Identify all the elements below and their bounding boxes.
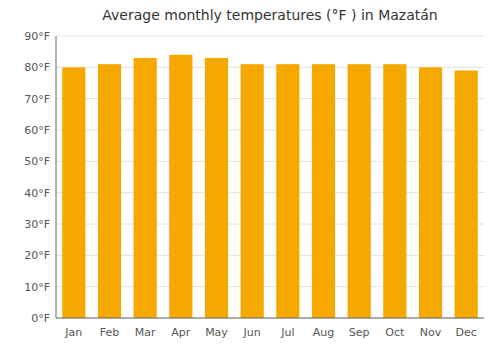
bar (312, 64, 335, 318)
y-grid (56, 36, 484, 318)
chart-container: Average monthly temperatures (°F ) in Ma… (0, 0, 500, 350)
x-axis-line (56, 318, 484, 319)
y-tick-label: 40°F (24, 187, 50, 200)
y-axis-line (56, 36, 57, 318)
x-tick-label: Dec (456, 326, 477, 339)
y-tick-label: 60°F (24, 124, 50, 137)
x-tick-label: Oct (385, 326, 405, 339)
grid-line (56, 318, 484, 319)
bar (169, 55, 192, 318)
bar (348, 64, 371, 318)
y-tick-label: 20°F (24, 249, 50, 262)
x-tick-label: May (205, 326, 228, 339)
bar (98, 64, 121, 318)
bars (62, 55, 478, 318)
x-tick-label: Aug (313, 326, 334, 339)
x-tick-label: Nov (420, 326, 442, 339)
y-tick-label: 30°F (24, 218, 50, 231)
bar (134, 58, 157, 318)
bar (62, 67, 85, 318)
y-tick-label: 0°F (31, 312, 50, 325)
bar (205, 58, 228, 318)
grid-line (56, 36, 484, 37)
y-tick-label: 70°F (24, 93, 50, 106)
x-tick-label: Sep (349, 326, 370, 339)
y-tick-label: 50°F (24, 155, 50, 168)
chart-title: Average monthly temperatures (°F ) in Ma… (102, 7, 437, 23)
bar (276, 64, 299, 318)
y-tick-labels: 0°F 10°F 20°F 30°F 40°F 50°F 60°F 70°F 80°F 90°F (24, 30, 50, 325)
x-tick-label: Jun (243, 326, 261, 339)
y-tick-label: 10°F (24, 281, 50, 294)
bar (455, 70, 478, 318)
x-tick-label: Jan (64, 326, 82, 339)
y-tick-label: 80°F (24, 61, 50, 74)
x-tick-labels: Jan Feb Mar Apr May Jun Jul Aug Sep Oct Nov Dec (64, 326, 476, 339)
x-tick-label: Mar (135, 326, 156, 339)
chart-svg: Average monthly temperatures (°F ) in Ma… (0, 0, 500, 350)
x-tick-label: Apr (171, 326, 191, 339)
bar (383, 64, 406, 318)
bar (419, 67, 442, 318)
x-tick-label: Jul (280, 326, 294, 339)
x-tick-label: Feb (100, 326, 119, 339)
bar (241, 64, 264, 318)
y-tick-label: 90°F (24, 30, 50, 43)
